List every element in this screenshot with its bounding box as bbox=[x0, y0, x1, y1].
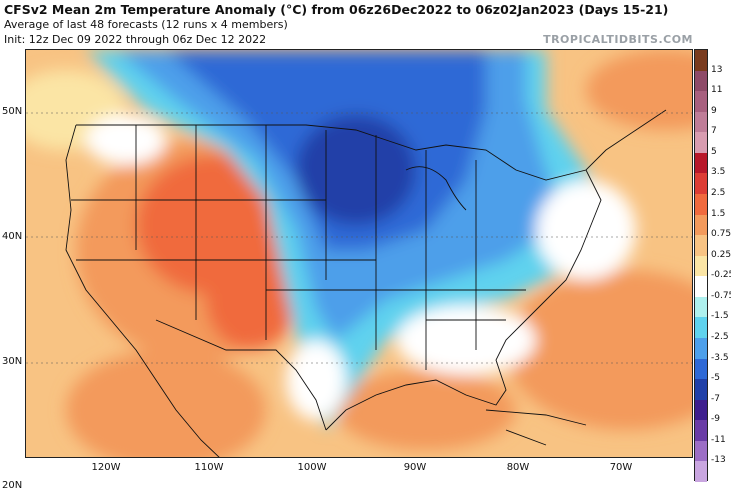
colorbar-segment bbox=[695, 173, 707, 195]
great-lakes bbox=[405, 166, 467, 211]
colorbar-label: 11 bbox=[711, 85, 723, 96]
colorbar-label: 3.5 bbox=[711, 167, 726, 178]
northeast-neutral bbox=[536, 180, 636, 280]
anomaly-map-svg bbox=[26, 50, 692, 457]
southwest-hot-core bbox=[206, 250, 296, 350]
lon-label-70w: 70W bbox=[609, 462, 633, 473]
lon-label-80w: 80W bbox=[506, 462, 530, 473]
colorbar-segment bbox=[695, 276, 707, 298]
colorbar-label: -7 bbox=[711, 393, 720, 404]
colorbar-label: -9 bbox=[711, 414, 720, 425]
lon-label-110w: 110W bbox=[194, 462, 224, 473]
colorbar-label: 2.5 bbox=[711, 188, 726, 198]
colorbar-label: -3.5 bbox=[711, 352, 729, 363]
south-texas-neutral bbox=[286, 340, 346, 420]
colorbar-label: 13 bbox=[711, 64, 723, 75]
colorbar-segment bbox=[695, 70, 707, 92]
anomaly-map bbox=[25, 49, 693, 458]
state-lines-vertical bbox=[135, 125, 477, 370]
lat-label-40n: 40N bbox=[2, 231, 23, 242]
colorbar-label: 9 bbox=[711, 105, 717, 116]
colorbar-label: -11 bbox=[711, 434, 726, 445]
colorbar-segment bbox=[695, 50, 707, 72]
colorbar-label: -2.5 bbox=[711, 332, 729, 342]
colorbar-segment bbox=[695, 338, 707, 360]
colorbar-segment bbox=[695, 296, 707, 318]
southeast-neutral bbox=[396, 305, 536, 375]
us-canada-border bbox=[76, 109, 667, 181]
colorbar-segment bbox=[695, 255, 707, 277]
lon-label-100w: 100W bbox=[297, 462, 327, 473]
colorbar-segment bbox=[695, 214, 707, 236]
graticule bbox=[26, 112, 692, 364]
lat-label-20n: 20N bbox=[2, 480, 23, 491]
colorbar-segment bbox=[695, 194, 707, 216]
us-mexico-border bbox=[155, 319, 327, 431]
colorbar-label: 1.5 bbox=[711, 208, 726, 219]
colorbar-segment bbox=[695, 461, 707, 483]
pacific-nw-neutral bbox=[86, 115, 166, 165]
colorbar-segment bbox=[695, 152, 707, 174]
pacific-coastline bbox=[65, 124, 220, 457]
colorbar bbox=[694, 49, 708, 483]
atlantic-gulf-coastline bbox=[325, 169, 602, 431]
colorbar-label: 0.25 bbox=[711, 249, 731, 260]
colorbar-segment bbox=[695, 132, 707, 154]
colorbar-label: -1.5 bbox=[711, 311, 729, 322]
lon-label-120w: 120W bbox=[91, 462, 121, 473]
colorbar-label: -0.25 bbox=[711, 270, 731, 281]
colorbar-segment bbox=[695, 379, 707, 401]
lat-label-50n: 50N bbox=[2, 106, 23, 117]
colorbar-label: -0.75 bbox=[711, 290, 731, 301]
caribbean-islands bbox=[485, 409, 587, 446]
map-borders bbox=[65, 109, 667, 457]
colorbar-label: -5 bbox=[711, 373, 720, 384]
northern-plains-cold-max bbox=[296, 115, 416, 225]
colorbar-segment bbox=[695, 111, 707, 133]
colorbar-segment bbox=[695, 399, 707, 421]
init-info: Init: 12z Dec 09 2022 through 06z Dec 12… bbox=[4, 33, 267, 46]
colorbar-label: -13 bbox=[711, 455, 726, 466]
lon-label-90w: 90W bbox=[403, 462, 427, 473]
colorbar-segment bbox=[695, 317, 707, 339]
state-lines-horizontal bbox=[71, 199, 526, 321]
chart-subtitle: Average of last 48 forecasts (12 runs x … bbox=[4, 18, 288, 31]
brand-watermark: TROPICALTIDBITS.COM bbox=[543, 33, 693, 46]
gulf-warm bbox=[336, 370, 516, 450]
colorbar-segment bbox=[695, 235, 707, 257]
colorbar-label: 0.75 bbox=[711, 229, 731, 240]
colorbar-segment bbox=[695, 91, 707, 113]
colorbar-segment bbox=[695, 358, 707, 380]
western-atlantic-warm bbox=[506, 270, 692, 430]
chart-title: CFSv2 Mean 2m Temperature Anomaly (°C) f… bbox=[4, 2, 669, 17]
colorbar-label: 7 bbox=[711, 126, 717, 137]
lat-label-30n: 30N bbox=[2, 356, 23, 367]
mexico-pacific-warm bbox=[66, 350, 266, 457]
colorbar-label: 5 bbox=[711, 146, 717, 157]
colorbar-segment bbox=[695, 420, 707, 442]
colorbar-segment bbox=[695, 440, 707, 462]
